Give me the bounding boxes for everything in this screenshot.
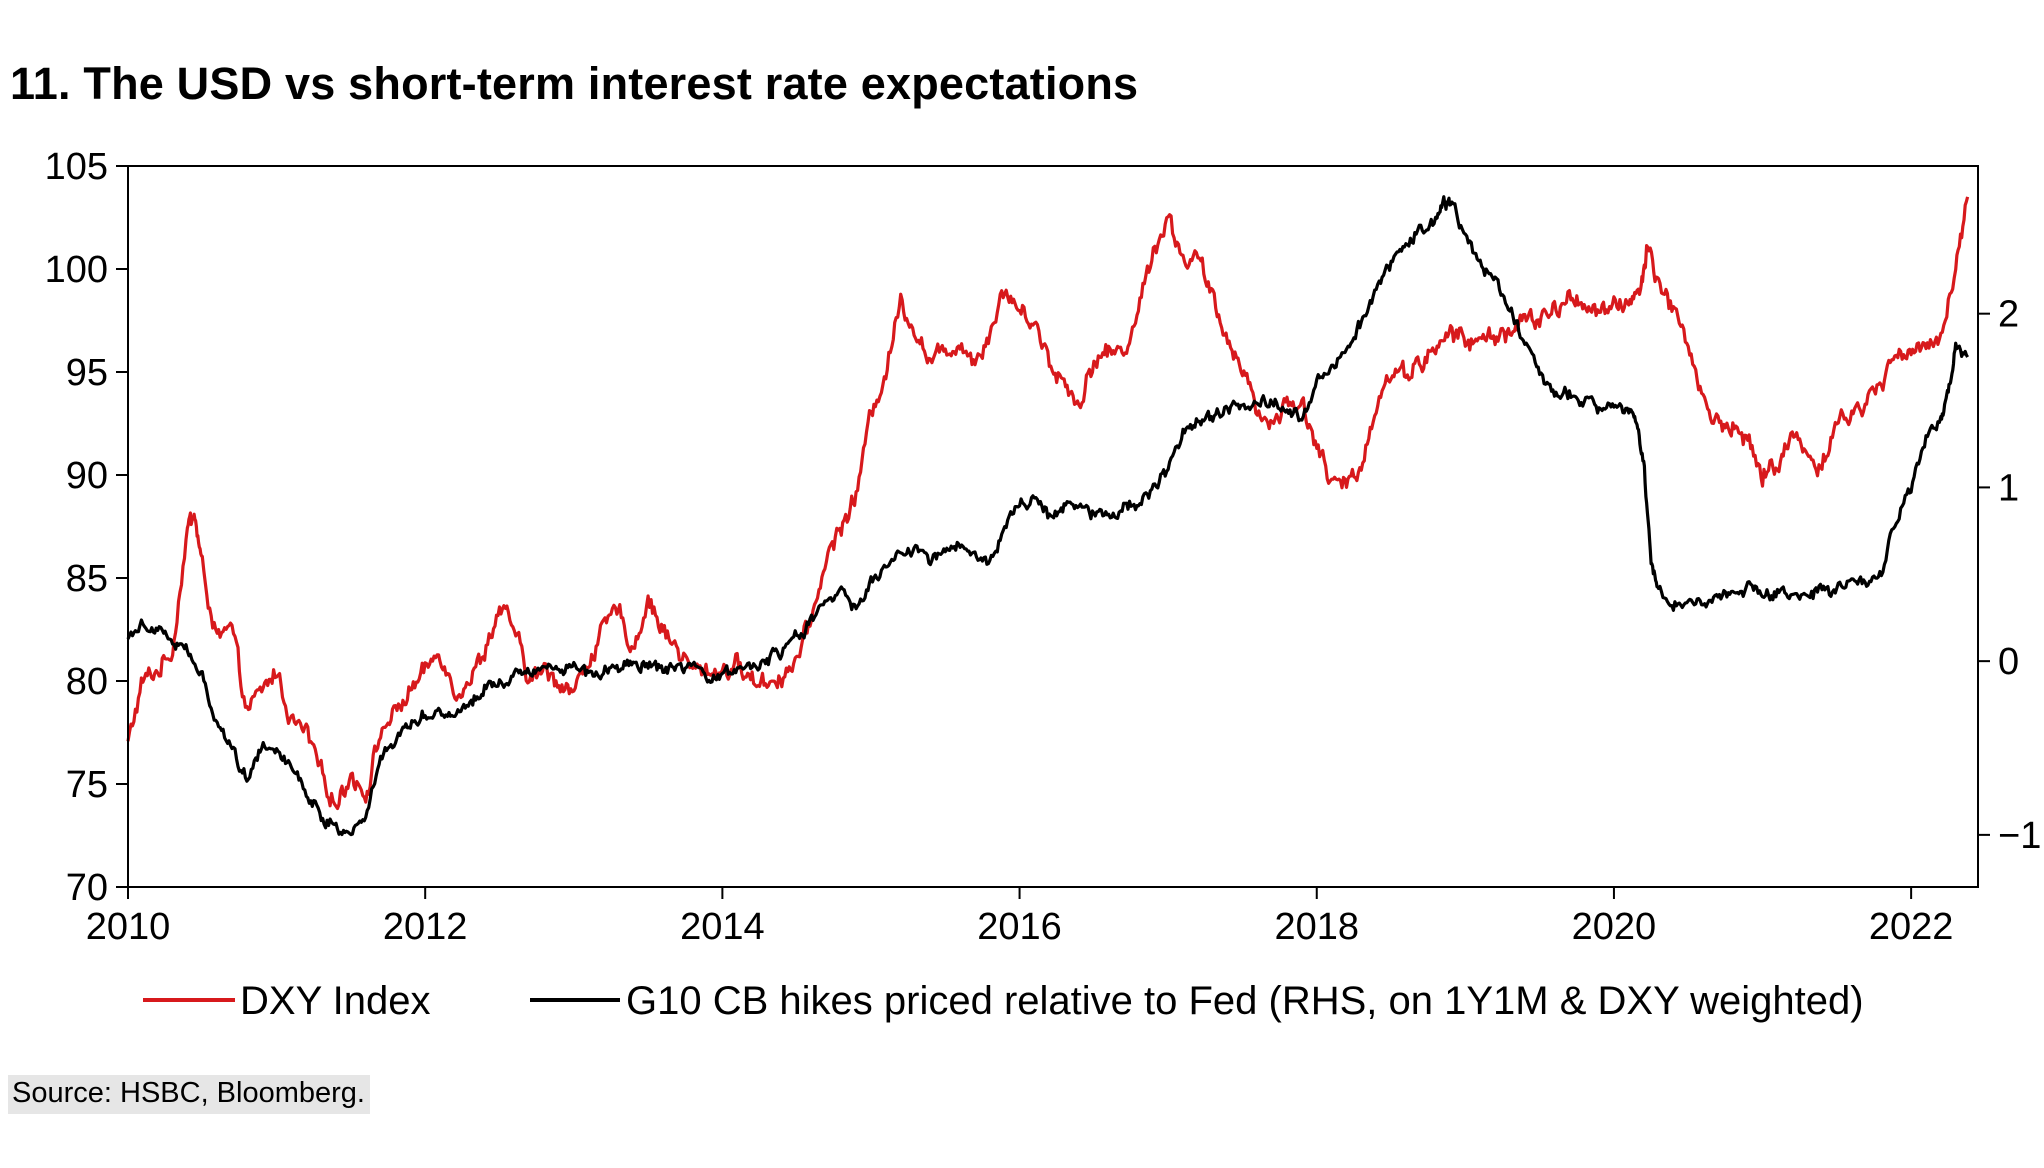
legend-label-dxy: DXY Index — [240, 979, 431, 1023]
x-axis: 2010 2012 2014 2016 2018 2020 2022 — [86, 887, 1954, 948]
y-left-tick-label: 105 — [45, 146, 108, 188]
legend-label-g10: G10 CB hikes priced relative to Fed (RHS… — [626, 979, 1864, 1023]
y-right-tick-label: 1 — [1998, 467, 2019, 509]
y-left-tick-label: 70 — [66, 867, 108, 909]
x-tick-label: 2016 — [977, 906, 1062, 948]
y-left-tick-label: 75 — [66, 764, 108, 806]
x-tick-label: 2012 — [383, 906, 468, 948]
y-left-tick-label: 95 — [66, 352, 108, 394]
g10-hikes-line — [126, 195, 1969, 837]
x-tick-label: 2022 — [1869, 906, 1954, 948]
chart: 2010 2012 2014 2016 2018 2020 2022 70 75 80 85 90 9… — [45, 146, 2042, 1023]
y-left-tick-label: 100 — [45, 249, 108, 291]
y-left-tick-label: 80 — [66, 661, 108, 703]
x-tick-label: 2010 — [86, 906, 171, 948]
dxy-index-line — [126, 196, 1970, 811]
x-tick-label: 2014 — [680, 906, 765, 948]
y-left-tick-label: 85 — [66, 558, 108, 600]
y-right-tick-label: −1 — [1998, 815, 2041, 857]
x-tick-label: 2020 — [1572, 906, 1657, 948]
x-tick-label: 2018 — [1274, 906, 1359, 948]
y-right-tick-label: 0 — [1998, 641, 2019, 683]
y-right-tick-label: 2 — [1998, 294, 2019, 336]
plot-area — [126, 195, 1970, 837]
plot-frame — [127, 165, 1979, 888]
y-axis-right: −1 0 1 2 — [1978, 294, 2041, 857]
y-left-tick-label: 90 — [66, 455, 108, 497]
legend: DXY Index G10 CB hikes priced relative t… — [143, 979, 1864, 1023]
chart-title: 11. The USD vs short-term interest rate … — [10, 58, 1139, 109]
y-axis-left: 70 75 80 85 90 95 100 105 — [45, 146, 128, 909]
source-note: Source: HSBC, Bloomberg. — [8, 1075, 370, 1114]
